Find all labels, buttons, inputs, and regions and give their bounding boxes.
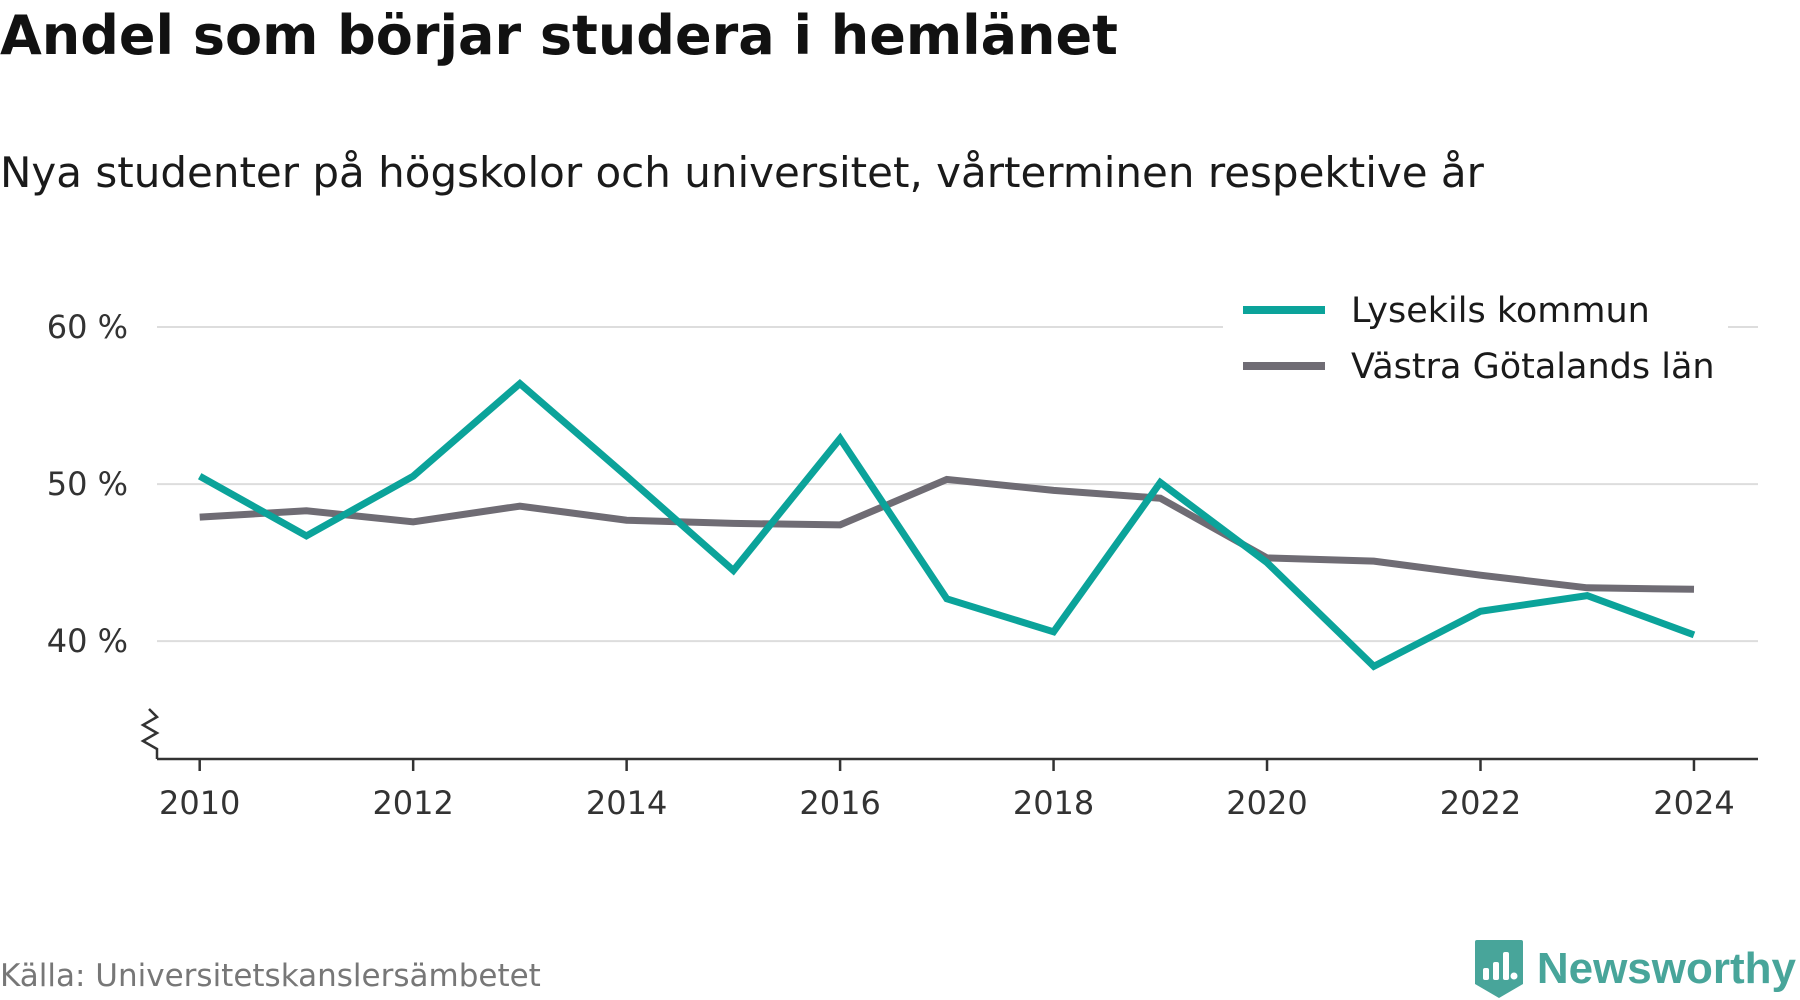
series-line-västra-götalands-län — [199, 475, 1695, 593]
x-tick-label: 2010 — [159, 784, 240, 822]
x-tick-label: 2018 — [1013, 784, 1094, 822]
x-tick-label: 2022 — [1440, 784, 1521, 822]
chart-subtitle: Nya studenter på högskolor och universit… — [0, 148, 1484, 197]
newsworthy-logo-icon — [1474, 940, 1523, 998]
x-tick-label: 2012 — [372, 784, 453, 822]
brand-name: Newsworthy — [1536, 944, 1796, 993]
source-note: Källa: Universitetskanslersämbetet — [0, 958, 541, 994]
legend-label: Lysekils kommun — [1351, 291, 1650, 331]
axis-break-mark — [140, 708, 160, 759]
y-tick-label: 50 % — [47, 465, 128, 503]
x-tick-label: 2016 — [799, 784, 880, 822]
x-tick-label: 2020 — [1226, 784, 1307, 822]
legend-label: Västra Götalands län — [1351, 347, 1715, 387]
brand-logo: Newsworthy — [1473, 938, 1796, 1000]
data-series — [197, 378, 1696, 671]
legend-background — [1223, 276, 1728, 401]
y-tick-label: 60 % — [47, 308, 128, 346]
series-line-lysekils-kommun — [197, 378, 1696, 671]
x-tick-label: 2024 — [1653, 784, 1734, 822]
chart-title: Andel som börjar studera i hemlänet — [0, 4, 1118, 67]
legend: Lysekils kommun Västra Götalands län — [1223, 276, 1728, 401]
x-axis: 2010 2012 2014 2016 2018 2020 2022 2024 — [140, 708, 1758, 822]
x-tick-label: 2014 — [586, 784, 667, 822]
y-tick-label: 40 % — [47, 622, 128, 660]
